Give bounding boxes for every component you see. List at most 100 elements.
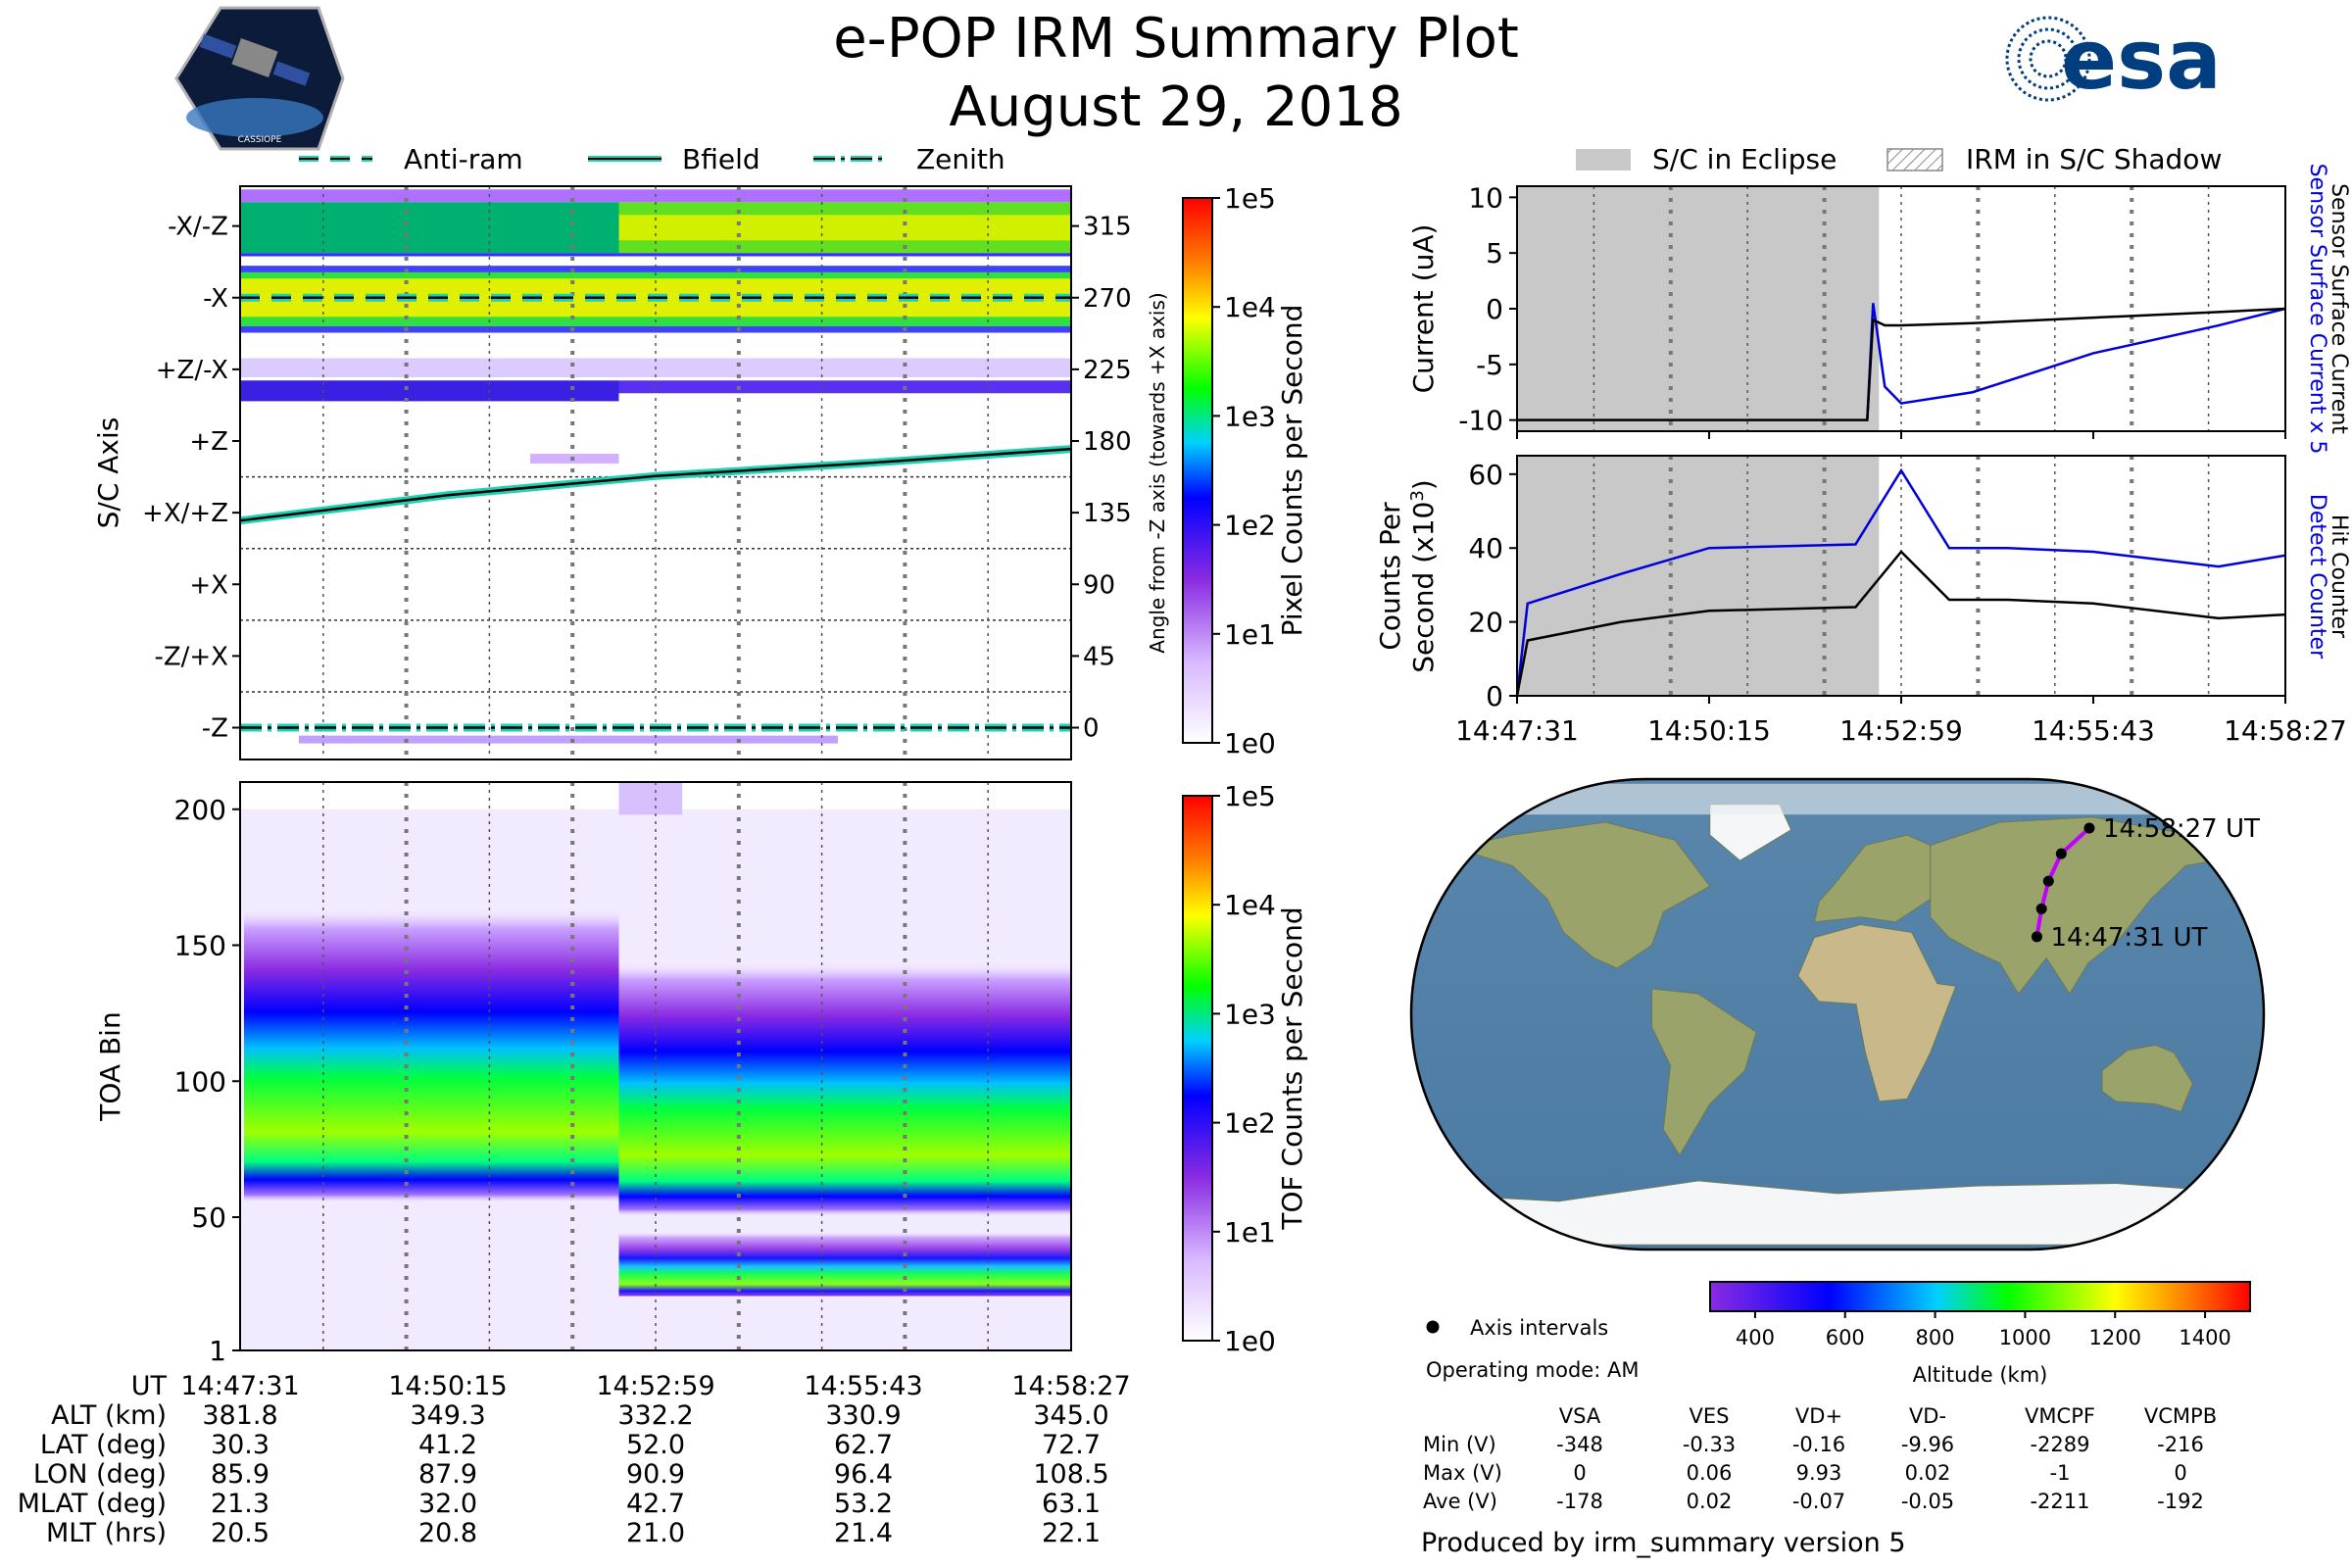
continent-europe (1813, 834, 1932, 923)
current-right-label-blue: Sensor Surface Current x 5 (2305, 164, 2329, 455)
angle-tick: 135 (1083, 499, 1132, 528)
ephemeris-cell: 52.0 (626, 1430, 685, 1460)
toa-tick: 200 (174, 794, 226, 826)
voltage-header: VD+ (1795, 1404, 1842, 1428)
counts-ylabel: Second (x103) (1407, 479, 1441, 672)
ephemeris-cell: 349.3 (410, 1400, 485, 1431)
ephemeris-row-label: LAT (deg) (40, 1430, 167, 1460)
altitude-tick-label: 600 (1826, 1326, 1865, 1349)
voltage-header: VCMPB (2144, 1404, 2217, 1428)
legend-eclipse: S/C in Eclipse (1652, 143, 1837, 175)
colorbar-tick-label: 1e1 (1224, 618, 1276, 651)
toa-tick: 1 (209, 1335, 226, 1367)
legend-right: S/C in Eclipse IRM in S/C Shadow (1576, 143, 2222, 175)
voltage-cell: 0 (1573, 1461, 1586, 1485)
voltage-cell: -0.16 (1792, 1433, 1845, 1456)
x-tick-label: 14:55:43 (2032, 714, 2155, 747)
angle-tick: 0 (1083, 714, 1100, 744)
axis-interval-point (2031, 931, 2042, 943)
colorbar-tick-label: 1e1 (1224, 1216, 1276, 1249)
series-sensor-surface-current (1517, 307, 2286, 421)
ephemeris-row-label: ALT (km) (51, 1400, 167, 1431)
angle-tick: 315 (1083, 213, 1132, 242)
ephemeris-cell: 21.3 (211, 1489, 270, 1519)
orbit-end-label: 14:58:27 UT (2103, 814, 2260, 844)
legend-zenith: Zenith (916, 143, 1005, 175)
current-panel: 10 5 0 -5 -10 Current (uA) Sensor Surface Curr… (1407, 164, 2351, 455)
tof-colorbar: 1e5 1e4 1e3 1e2 1e1 1e0 TOF Counts per Second (1182, 780, 1308, 1357)
voltage-cell: 9.93 (1796, 1461, 1842, 1485)
colorbar-tick-label: 1e4 (1224, 291, 1276, 323)
voltage-cell: -192 (2157, 1490, 2204, 1513)
ephemeris-cell: 20.8 (418, 1518, 477, 1548)
ephemeris-cell: 14:58:27 (1011, 1371, 1130, 1401)
y-tick-label: 5 (1486, 237, 1503, 270)
band-top-core (618, 215, 1071, 241)
ephemeris-cell: 14:52:59 (596, 1371, 714, 1401)
sc-axis-tick: +X/+Z (142, 499, 228, 528)
x-tick-label: 14:47:31 (1455, 714, 1579, 747)
ephemeris-cell: 96.4 (834, 1459, 893, 1490)
colorbar-tick-label: 1e0 (1224, 727, 1276, 760)
altitude-tick-label: 800 (1916, 1326, 1955, 1349)
ephemeris-cell: 381.8 (202, 1400, 277, 1431)
voltage-header: VSA (1559, 1404, 1601, 1428)
continent-south-america (1651, 988, 1757, 1156)
ephemeris-cell: 345.0 (1033, 1400, 1108, 1431)
series-detect-counter (1515, 467, 2286, 697)
series-sensor-surface-current-x-5 (1866, 303, 2286, 420)
ephemeris-cell: 22.1 (1042, 1518, 1101, 1548)
sc-axis-tick: +X (189, 570, 228, 600)
voltage-header: VMCPF (2025, 1404, 2095, 1428)
altitude-colorbar: 400 600 800 1000 1200 1400 Altitude (km) (1709, 1281, 2251, 1387)
legend-bfield: Bfield (682, 143, 760, 175)
sc-axis-tick: -X (203, 284, 228, 314)
y-tick-label: 0 (1486, 680, 1503, 712)
axis-interval-point (2083, 822, 2095, 834)
sc-axis-tick: -X/-Z (168, 213, 228, 242)
speckle-bottom (299, 735, 838, 744)
map-frame (1409, 777, 2266, 1251)
angle-tick: 45 (1083, 642, 1115, 671)
colorbar-tick-label: 1e2 (1224, 510, 1276, 542)
colorbar-tick-label: 1e3 (1224, 400, 1276, 432)
eclipse-region (1517, 186, 1880, 431)
colorbar-tick-label: 1e5 (1224, 780, 1276, 812)
axis-interval-point (2042, 875, 2054, 887)
colorbar-label: Pixel Counts per Second (1276, 305, 1308, 637)
continent-australia (2101, 1044, 2193, 1112)
ephemeris-cell: 21.0 (626, 1518, 685, 1548)
voltage-row-label: Ave (V) (1423, 1490, 1497, 1513)
y-tick-label: 20 (1468, 607, 1503, 639)
voltage-cell: -0.33 (1683, 1433, 1736, 1456)
band-z-b (618, 380, 1071, 394)
x-tick-label: 14:52:59 (1839, 714, 1963, 747)
speckle-z (530, 454, 619, 464)
ephemeris-cell: 14:50:15 (388, 1371, 507, 1401)
counts-right-label-blue: Detect Counter (2305, 494, 2329, 660)
ephemeris-cell: 87.9 (418, 1459, 477, 1490)
gap-2 (240, 334, 1071, 345)
legend-anti-ram: Anti-ram (404, 143, 523, 175)
ephemeris-row-label: MLT (hrs) (46, 1518, 167, 1548)
angle-tick: 90 (1083, 570, 1115, 600)
toa-ylabel: TOA Bin (94, 1011, 126, 1121)
voltage-cell: -216 (2157, 1433, 2204, 1456)
ephemeris-cell: 14:55:43 (804, 1371, 922, 1401)
voltage-cell: -2211 (2030, 1490, 2089, 1513)
altitude-gradient (1709, 1281, 2251, 1312)
ephemeris-row-label: LON (deg) (33, 1459, 167, 1490)
voltage-header: VES (1690, 1404, 1730, 1428)
sc-axis-tick: +Z/-X (156, 356, 228, 385)
colorbar-gradient (1182, 795, 1213, 1342)
angle-tick: 270 (1083, 284, 1132, 314)
colorbar-gradient (1182, 197, 1213, 744)
y-tick-label: 40 (1468, 532, 1503, 564)
cassiope-logo-text: CASSIOPE (238, 135, 282, 145)
angle-tick: 225 (1083, 356, 1132, 385)
voltage-cell: -0.07 (1792, 1490, 1845, 1513)
ephemeris-cell: 62.7 (834, 1430, 893, 1460)
sc-axis-tick: +Z (189, 427, 228, 457)
y-tick-label: -10 (1458, 405, 1503, 437)
